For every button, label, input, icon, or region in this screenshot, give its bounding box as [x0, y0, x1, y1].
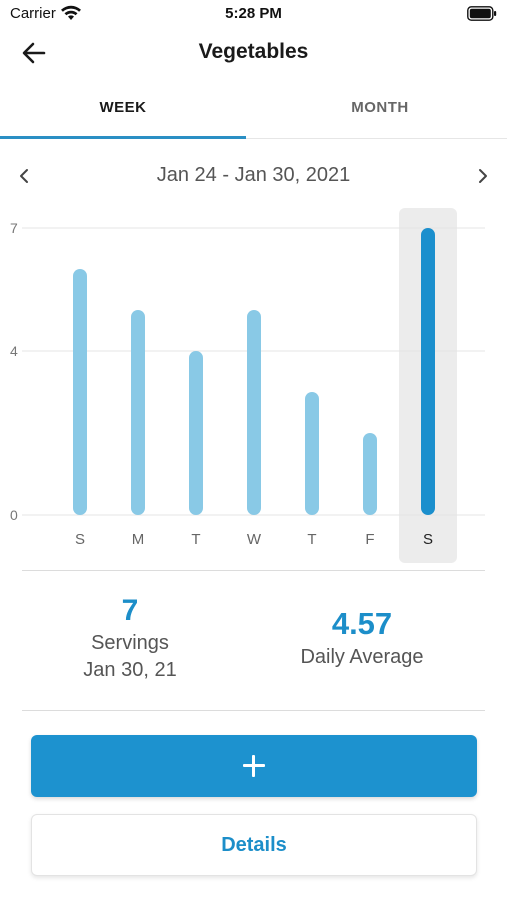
tab-bar: WEEK MONTH: [0, 82, 507, 139]
tab-active-indicator: [0, 136, 246, 139]
stats-bottom-divider: [22, 710, 485, 711]
x-tick-label: M: [132, 531, 145, 548]
date-range-selector: Jan 24 - Jan 30, 2021: [0, 156, 507, 196]
y-tick-label: 4: [10, 343, 18, 359]
clock: 5:28 PM: [225, 5, 282, 22]
servings-stat: 7 Servings Jan 30, 21: [30, 594, 230, 682]
chevron-right-icon: [479, 169, 487, 183]
details-button[interactable]: Details: [31, 814, 477, 876]
servings-value: 7: [121, 594, 139, 627]
tab-week[interactable]: WEEK: [99, 99, 147, 116]
wifi-icon: [61, 5, 81, 20]
bar-0[interactable]: [73, 269, 87, 515]
tab-month[interactable]: MONTH: [351, 99, 409, 116]
daily-average-stat: 4.57 Daily Average: [262, 606, 462, 669]
status-bar: Carrier 5:28 PM: [0, 0, 507, 28]
x-tick-label: S: [75, 531, 85, 548]
battery-icon: [467, 6, 497, 21]
x-tick-label: F: [365, 531, 374, 548]
stats-top-divider: [22, 570, 485, 571]
x-tick-label: T: [191, 531, 200, 548]
date-range-label: Jan 24 - Jan 30, 2021: [156, 164, 351, 186]
next-week-button[interactable]: [469, 160, 497, 192]
back-button[interactable]: [18, 38, 52, 68]
y-tick-label: 0: [10, 507, 18, 523]
servings-label: Servings: [91, 632, 169, 654]
x-tick-label: T: [307, 531, 316, 548]
servings-date: Jan 30, 21: [83, 659, 177, 681]
bar-3[interactable]: [247, 310, 261, 515]
bar-5[interactable]: [363, 433, 377, 515]
x-tick-label: W: [247, 531, 262, 548]
daily-average-value: 4.57: [331, 606, 393, 641]
bar-2[interactable]: [189, 351, 203, 515]
bar-1[interactable]: [131, 310, 145, 515]
carrier-label: Carrier: [10, 5, 56, 22]
y-tick-label: 7: [10, 220, 18, 236]
daily-average-label: Daily Average: [300, 646, 424, 668]
page-title: Vegetables: [198, 40, 309, 63]
chevron-left-icon: [20, 169, 28, 183]
nav-bar: Vegetables: [0, 30, 507, 76]
weekly-servings-chart[interactable]: 0 4 7 S M T W T F S: [0, 200, 507, 570]
add-serving-button[interactable]: [31, 735, 477, 797]
x-tick-label: S: [423, 531, 433, 548]
arrow-left-icon: [22, 42, 46, 64]
previous-week-button[interactable]: [10, 160, 38, 192]
bar-6[interactable]: [421, 228, 435, 515]
bar-4[interactable]: [305, 392, 319, 515]
